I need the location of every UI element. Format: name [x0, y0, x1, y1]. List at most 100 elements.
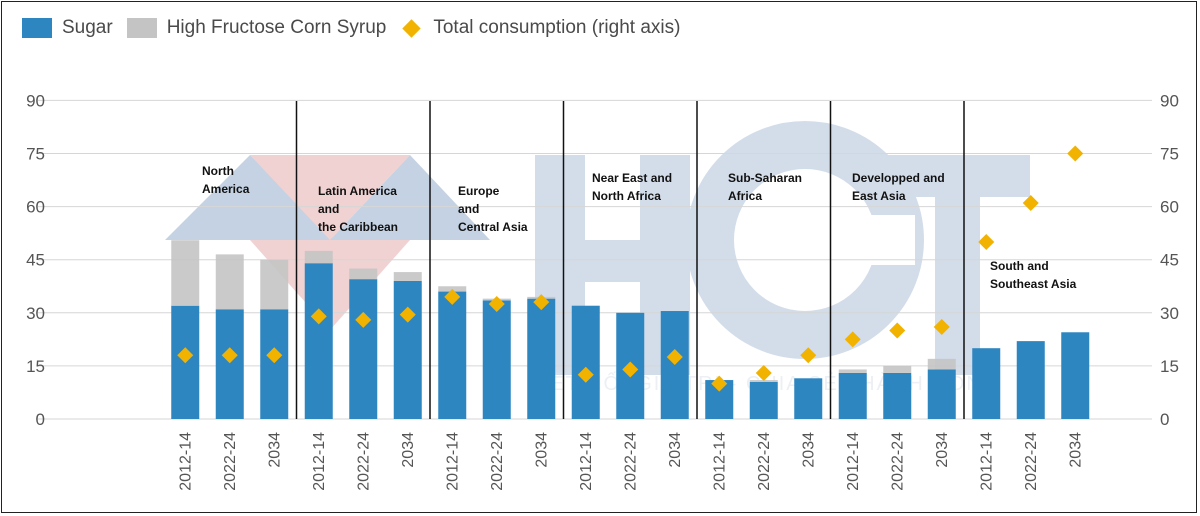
region-labels: North America Latin America and the Caribbea…: [202, 164, 1077, 291]
region-label: Developped and East Asia: [852, 171, 945, 203]
bar-sugar: [883, 372, 912, 419]
legend-item-total: Total consumption (right axis): [400, 17, 680, 39]
y-tick-label-right: 75: [1160, 145, 1179, 164]
y-tick-label-left: 15: [26, 357, 45, 376]
region-label-line: Europe: [458, 184, 500, 198]
bar-sugar: [215, 309, 244, 419]
x-tick-label: 2012-14: [578, 432, 595, 491]
total-consumption-point: [1022, 195, 1039, 212]
region-label-line: Africa: [728, 189, 762, 203]
x-tick-label: 2022-24: [355, 432, 372, 491]
y-tick-label-left: 75: [26, 145, 45, 164]
legend-item-hfcs: High Fructose Corn Syrup: [126, 17, 387, 39]
total-consumption-point: [933, 318, 950, 335]
bar-sugar: [1061, 332, 1090, 419]
region-label: South and Southeast Asia: [990, 259, 1077, 291]
x-tick-label: 2034: [266, 432, 283, 468]
region-label: Near East and North Africa: [592, 171, 672, 203]
bar-hfcs: [349, 268, 378, 280]
y-tick-label-right: 15: [1160, 357, 1179, 376]
legend-label-sugar: Sugar: [62, 17, 113, 38]
region-label-line: Southeast Asia: [990, 277, 1077, 291]
bar-sugar: [304, 263, 333, 419]
total-consumption-points: [177, 145, 1084, 392]
bar-sugar: [749, 381, 778, 419]
bar-sugar: [393, 280, 422, 419]
bar-sugar: [838, 372, 867, 419]
bar-sugar: [482, 300, 511, 419]
region-label: Latin America and the Caribbean: [318, 184, 398, 234]
total-consumption-point: [800, 347, 817, 364]
bar-hfcs: [260, 259, 289, 310]
x-tick-label: 2034: [533, 432, 550, 468]
bars: [171, 240, 1090, 419]
x-tick-label: 2034: [800, 432, 817, 468]
region-label-line: America: [202, 182, 250, 196]
bar-sugar: [927, 369, 956, 419]
legend-label-hfcs: High Fructose Corn Syrup: [166, 17, 387, 38]
watermark-logo-triangle: [250, 155, 410, 240]
total-consumption-point: [844, 331, 861, 348]
region-label-line: East Asia: [852, 189, 906, 203]
bar-hfcs: [927, 358, 956, 370]
x-tick-label: 2022-24: [489, 432, 506, 491]
bar-sugar: [438, 291, 467, 419]
y-tick-label-right: 45: [1160, 251, 1179, 270]
bar-hfcs: [304, 250, 333, 264]
x-tick-label: 2022-24: [889, 432, 906, 491]
region-label-line: North Africa: [592, 189, 661, 203]
total-consumption-point: [533, 294, 550, 311]
region-label-line: Sub-Saharan: [728, 171, 802, 185]
bar-hfcs: [838, 369, 867, 373]
bar-hfcs: [883, 365, 912, 373]
bar-sugar: [1016, 341, 1045, 419]
legend-swatch-hfcs: [126, 18, 157, 38]
region-label-line: and: [458, 202, 479, 216]
total-consumption-point: [711, 375, 728, 392]
x-tick-label: 2034: [400, 432, 417, 468]
y-tick-label-left: 30: [26, 304, 45, 323]
region-label: Europe and Central Asia: [458, 184, 528, 234]
legend-swatch-sugar: [22, 18, 52, 38]
legend-item-sugar: Sugar: [22, 17, 113, 39]
region-label-line: South and: [990, 259, 1049, 273]
total-consumption-point: [978, 234, 995, 250]
total-consumption-point: [310, 308, 327, 325]
watermark-logo-triangle: [330, 155, 490, 240]
legend-label-total: Total consumption (right axis): [433, 17, 681, 38]
total-consumption-point: [755, 364, 772, 381]
total-consumption-point: [355, 311, 372, 328]
watermark-logo-letter-t: [935, 155, 980, 375]
total-consumption-point: [444, 288, 461, 305]
bar-sugar: [794, 378, 823, 419]
region-label-line: Near East and: [592, 171, 672, 185]
bar-sugar: [972, 348, 1001, 419]
x-tick-label: 2012-14: [845, 432, 862, 491]
region-label-line: Central Asia: [458, 220, 528, 234]
x-tick-label: 2022-24: [756, 432, 773, 491]
x-tick-label: 2034: [667, 432, 684, 468]
x-tick-label: 2022-24: [622, 432, 639, 491]
total-consumption-point: [399, 306, 416, 323]
region-label: North America: [202, 164, 250, 196]
x-tick-label: 2012-14: [311, 432, 328, 491]
x-tick-label: 2012-14: [444, 432, 461, 491]
region-label-line: Latin America: [318, 184, 397, 198]
x-tick-label: 2012-14: [711, 432, 728, 491]
y-tick-label-right: 90: [1160, 91, 1179, 110]
y-tick-label-left: 0: [36, 410, 45, 429]
group-separators: [295, 101, 965, 419]
region-label-line: Developped and: [852, 171, 945, 185]
y-tick-label-left: 60: [26, 198, 45, 217]
total-consumption-point: [666, 349, 683, 366]
total-consumption-point: [622, 361, 639, 378]
total-consumption-point: [577, 366, 594, 383]
y-tick-label-right: 60: [1160, 198, 1179, 217]
watermark-logo-letter-h: [585, 240, 640, 282]
bar-hfcs: [393, 272, 422, 281]
total-consumption-point: [177, 347, 194, 364]
total-consumption-point: [221, 347, 238, 364]
x-tick-label: 2034: [934, 432, 951, 468]
y-tick-label-right: 30: [1160, 304, 1179, 323]
y-tick-label-left: 45: [26, 251, 45, 270]
